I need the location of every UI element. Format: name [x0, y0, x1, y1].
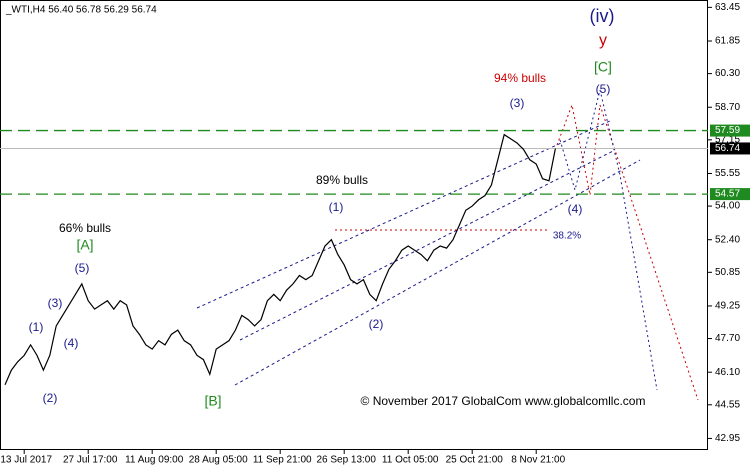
y-tick-label: 44.55 [715, 399, 740, 410]
annotation: (3) [48, 296, 63, 310]
x-tick-label: 11 Aug 09:00 [125, 455, 184, 466]
annotation: (4) [64, 336, 79, 350]
y-tick-label: 42.95 [715, 433, 740, 444]
annotation: (4) [568, 202, 583, 216]
annotation: (5) [596, 82, 611, 96]
annotation: 94% bulls [494, 71, 546, 85]
channel-line [196, 119, 613, 309]
y-tick-label: 52.40 [715, 234, 740, 245]
x-tick-label: 11 Oct 05:00 [382, 455, 439, 466]
annotation: (3) [510, 96, 525, 110]
annotation: © November 2017 GlobalCom www.globalcoml… [361, 394, 646, 408]
x-tick-label: 26 Sep 13:00 [316, 455, 376, 466]
x-tick-label: 28 Aug 05:00 [189, 455, 248, 466]
annotation: 89% bulls [316, 173, 368, 187]
y-tick-label: 60.30 [715, 68, 740, 79]
annotation: (2) [43, 391, 58, 405]
y-tick-label: 58.70 [715, 102, 740, 113]
x-tick-label: 25 Oct 21:00 [446, 455, 504, 466]
annotation: (2) [369, 317, 384, 331]
x-tick-label: 11 Sep 21:00 [253, 455, 312, 466]
channel-line [234, 159, 641, 386]
annotation: (1) [29, 320, 44, 334]
y-tick-label: 61.85 [715, 36, 740, 47]
y-tick-label: 63.45 [715, 2, 740, 13]
chart-title: _WTI,H4 56.40 56.78 56.29 56.74 [5, 5, 157, 16]
annotation: [B] [204, 393, 221, 409]
level-label: 54.57 [715, 189, 740, 200]
x-tick-label: 13 Jul 2017 [0, 455, 52, 466]
level-label: 56.74 [715, 143, 740, 154]
level-label: 57.59 [715, 125, 740, 136]
annotation: [C] [594, 59, 612, 75]
channel-line [239, 149, 616, 341]
x-tick-label: 27 Jul 17:00 [63, 455, 118, 466]
y-tick-label: 54.00 [715, 201, 740, 212]
y-tick-label: 46.10 [715, 367, 740, 378]
annotation: (1) [329, 200, 344, 214]
y-tick-label: 57.15 [715, 134, 740, 145]
plot-frame [0, 0, 708, 450]
annotation: 38.2% [553, 231, 581, 242]
annotation: y [599, 32, 607, 49]
annotation: [A] [76, 237, 93, 253]
price-line [4, 133, 556, 386]
y-tick-label: 50.85 [715, 267, 740, 278]
annotation: 66% bulls [59, 221, 111, 235]
channels [196, 89, 699, 401]
x-tick-label: 8 Nov 21:00 [511, 455, 565, 466]
level-box [710, 188, 750, 201]
y-tick-label: 55.55 [715, 168, 740, 179]
annotation: (iv) [590, 6, 615, 26]
y-tick-label: 47.70 [715, 333, 740, 344]
level-box [710, 142, 750, 155]
projection-blue [559, 89, 658, 391]
y-tick-label: 49.25 [715, 301, 740, 312]
annotation: (5) [75, 261, 90, 275]
level-box [710, 124, 750, 137]
